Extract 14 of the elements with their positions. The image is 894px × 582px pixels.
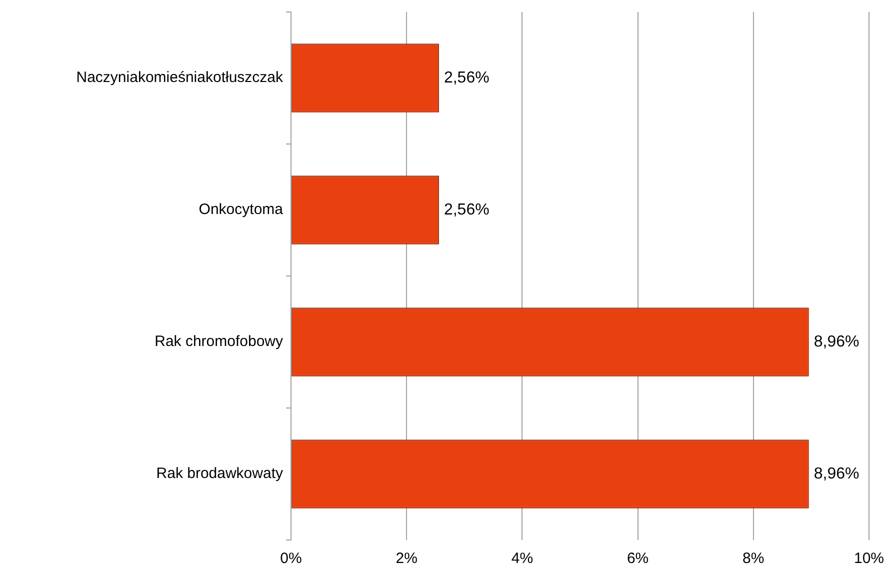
x-tick-label: 2% <box>396 550 418 568</box>
x-tick-label: 4% <box>511 550 534 568</box>
data-label: 2,56% <box>444 201 490 218</box>
y-tick-label: Rak brodawkowaty <box>156 465 284 482</box>
y-tick-label: Naczyniakomieśniakotłuszczak <box>76 69 284 86</box>
data-label: 2,56% <box>444 69 490 86</box>
y-tick-label: Rak chromofobowy <box>154 333 284 350</box>
x-tick-label: 6% <box>626 550 649 568</box>
x-tick-label: 8% <box>742 550 764 568</box>
data-label: 8,96% <box>814 333 860 350</box>
x-tick-label: 0% <box>280 550 302 568</box>
y-tick-label: Onkocytoma <box>198 201 284 218</box>
x-tick-label: 10% <box>854 550 884 568</box>
data-label: 8,96% <box>814 465 860 482</box>
